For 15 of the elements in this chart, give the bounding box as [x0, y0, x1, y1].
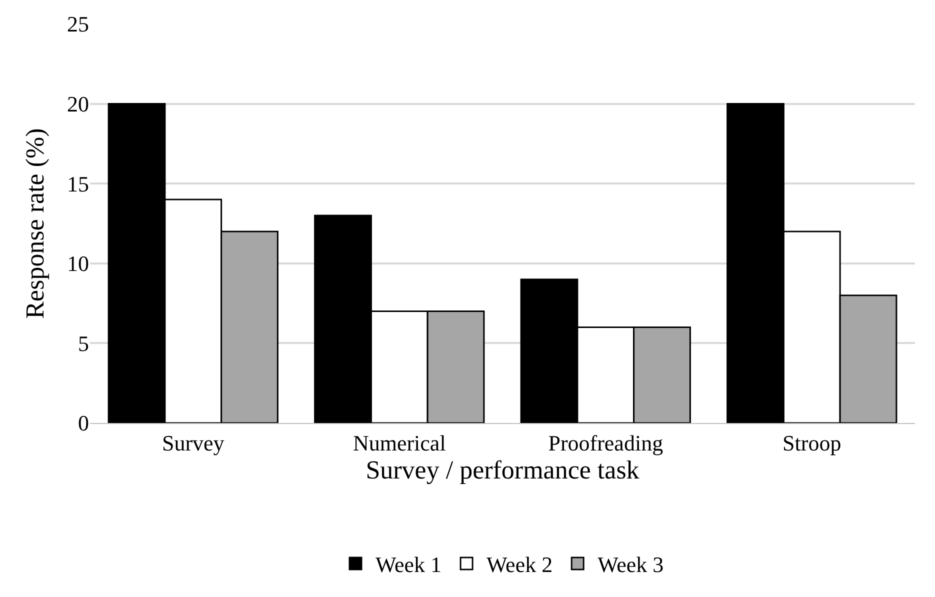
x-tick-label: Proofreading: [548, 430, 664, 456]
x-tick-label: Survey: [162, 430, 224, 456]
y-tick-label: 5: [78, 330, 89, 356]
y-axis-title: Response rate (%): [20, 128, 50, 319]
y-tick-label: 15: [67, 171, 89, 196]
legend-label: Week 1: [376, 552, 442, 578]
x-tick-label: Numerical: [352, 430, 446, 456]
legend-label: Week 3: [598, 552, 664, 578]
y-tick-label: 25: [67, 12, 89, 37]
x-tick-label: Stroop: [782, 430, 842, 456]
x-axis-title: Survey / performance task: [366, 455, 640, 484]
y-tick-label: 0: [78, 410, 89, 436]
y-tick-label: 20: [67, 92, 89, 116]
legend-label: Week 2: [486, 552, 553, 578]
y-tick-label: 10: [67, 251, 89, 276]
